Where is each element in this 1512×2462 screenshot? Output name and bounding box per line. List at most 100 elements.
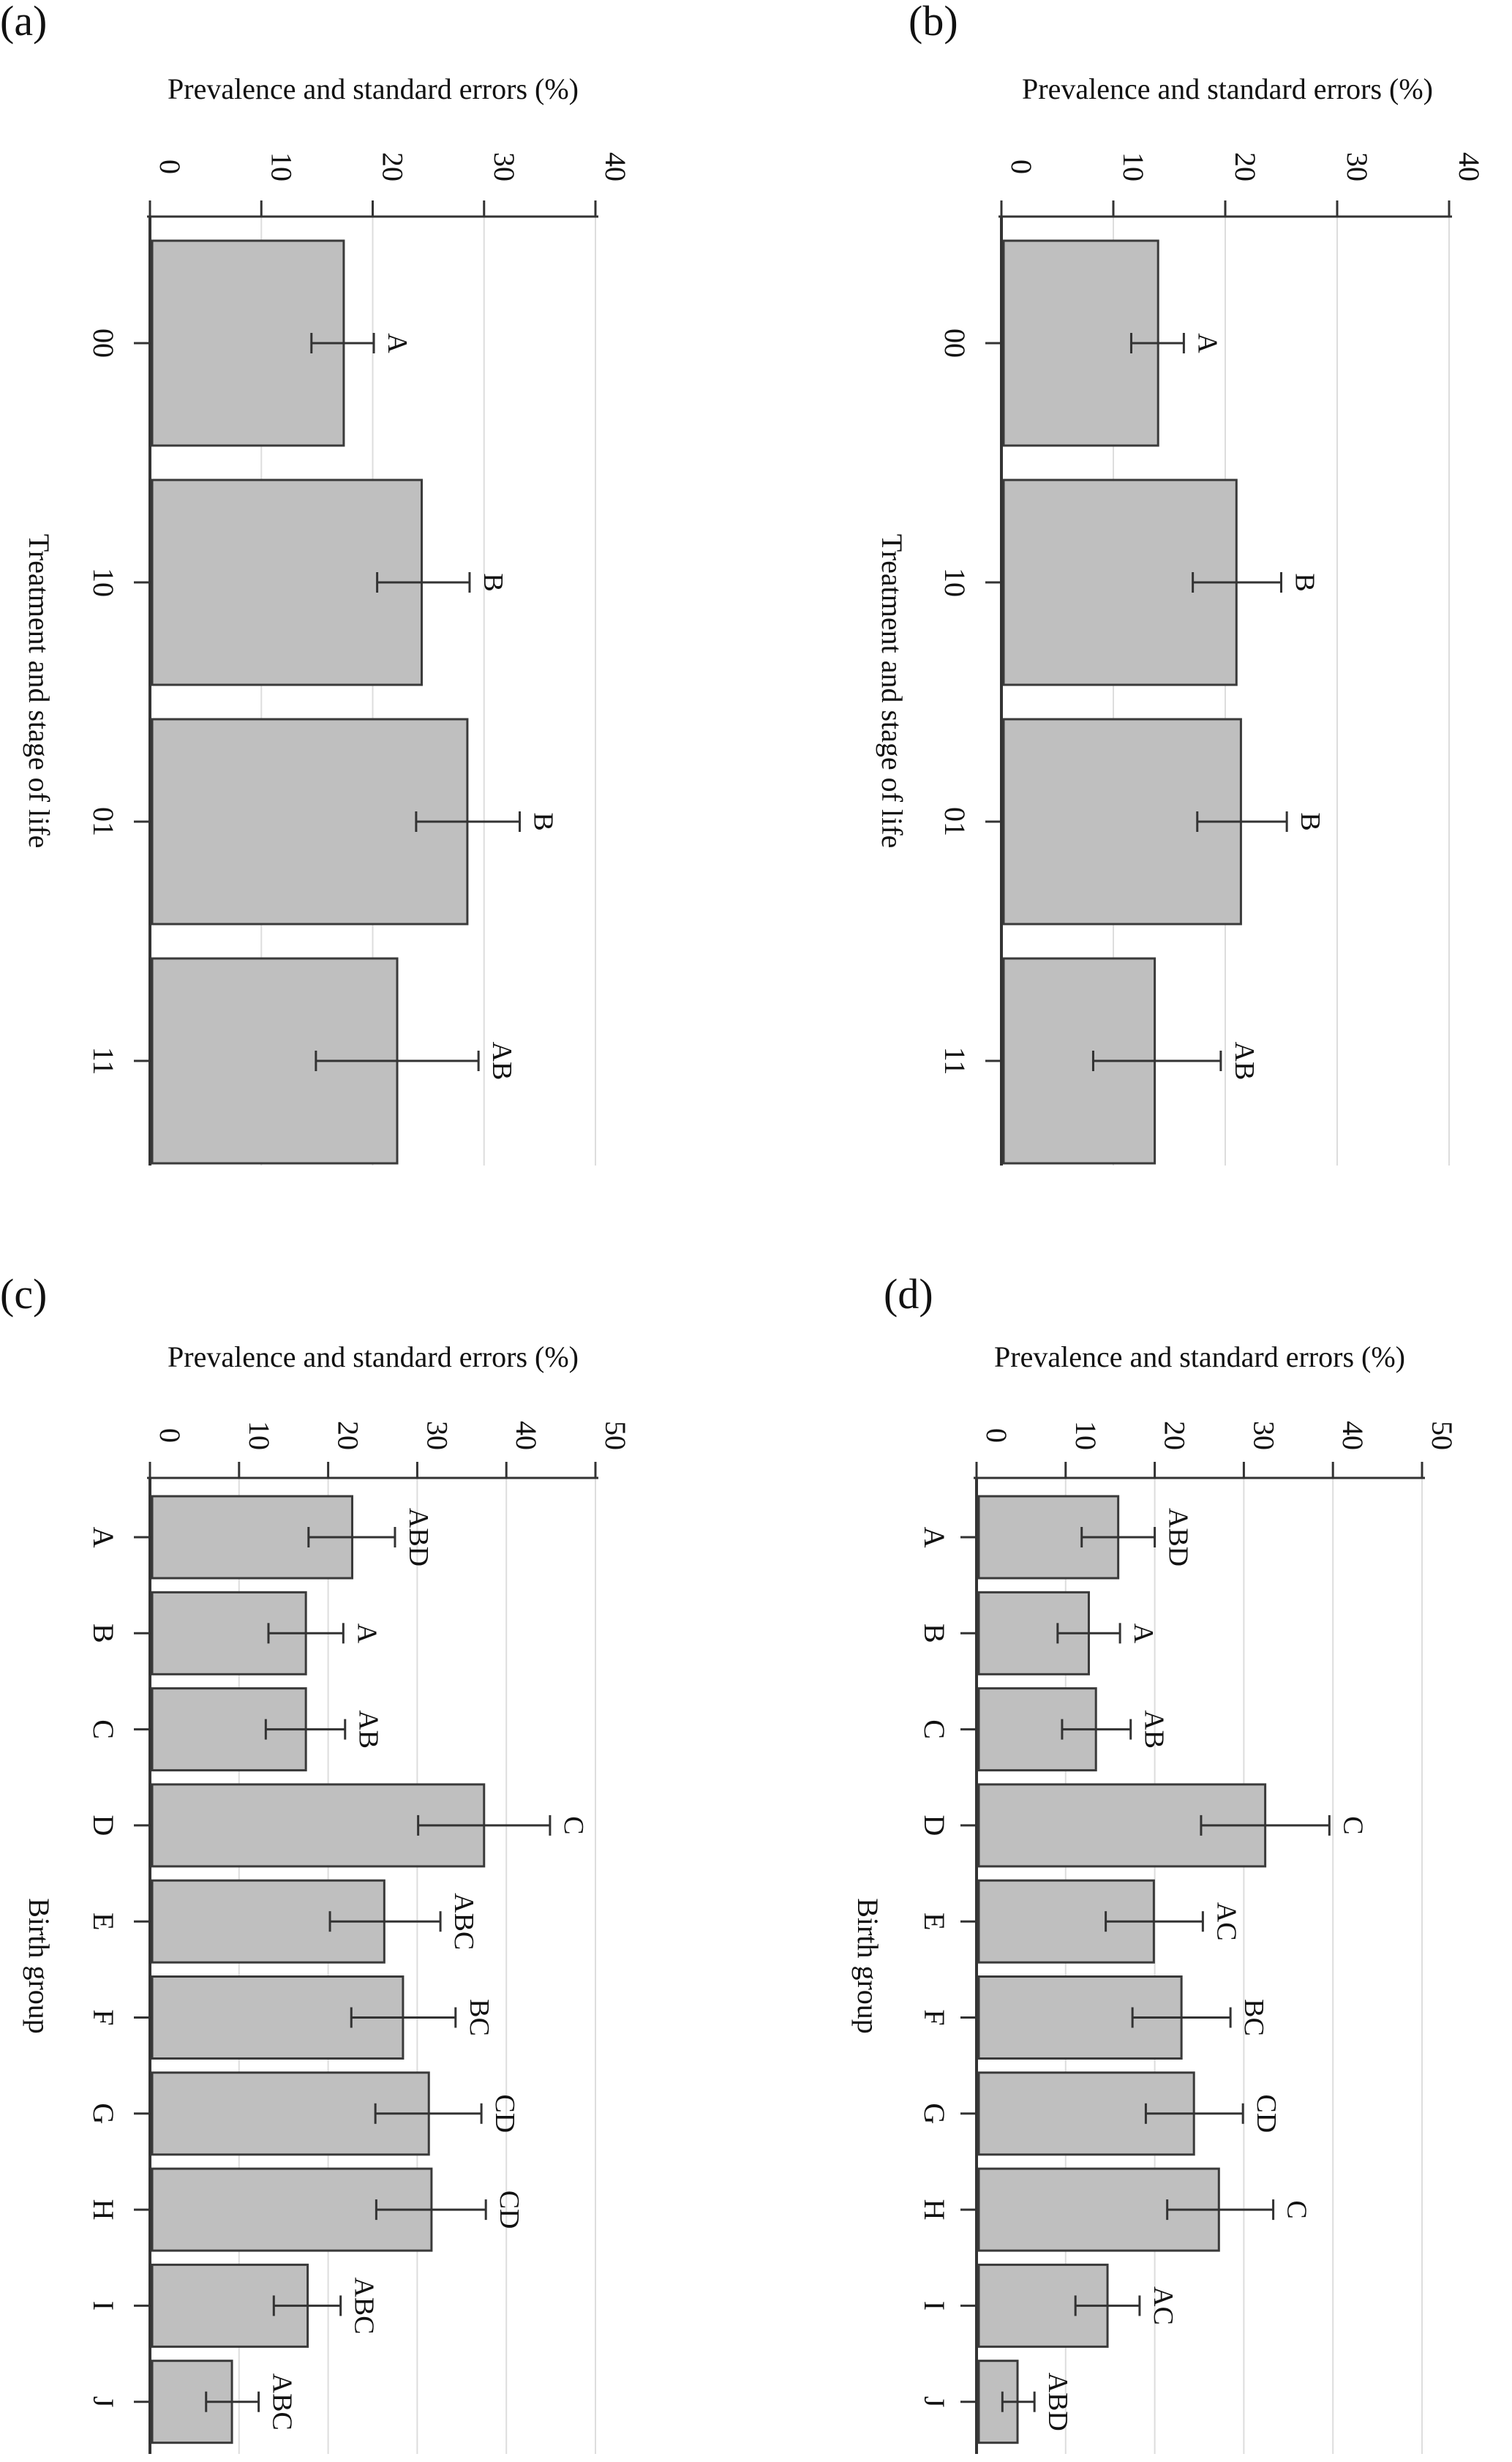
error-bar-10 <box>1192 572 1282 593</box>
significance-letter: A <box>1128 1624 1159 1644</box>
tick-label: 10 <box>265 152 298 181</box>
error-bar-11 <box>315 1051 480 1071</box>
bar-01 <box>151 718 469 926</box>
significance-letter: ABD <box>1163 1508 1194 1566</box>
significance-letter: A <box>351 1624 382 1644</box>
error-bar-B <box>267 1623 345 1644</box>
error-bar-D <box>1200 1814 1331 1836</box>
bar-C <box>151 1687 307 1772</box>
tick-label: 40 <box>1453 152 1486 181</box>
tick-label: 30 <box>488 152 521 181</box>
error-bar-C <box>264 1719 347 1740</box>
significance-letter: CD <box>494 2191 524 2229</box>
significance-letter: B <box>1290 573 1320 591</box>
category-label: D <box>918 1814 951 1836</box>
error-bar-A <box>1080 1527 1156 1547</box>
tick-label: 20 <box>332 1421 365 1450</box>
error-bar-J <box>1001 2391 1036 2412</box>
significance-letter: AB <box>1229 1042 1260 1081</box>
category-axis-label: Birth group <box>851 1898 884 2034</box>
error-bar-H <box>1166 2199 1275 2221</box>
error-bar-01 <box>1196 811 1288 832</box>
tick-label: 10 <box>1069 1421 1102 1450</box>
error-bar-I <box>1074 2295 1141 2316</box>
significance-letter: AC <box>1148 2286 1178 2325</box>
error-bar-H <box>375 2199 487 2221</box>
significance-letter: ABC <box>448 1893 479 1950</box>
category-label: F <box>918 2009 951 2025</box>
axis-title: Prevalence and standard errors (%) <box>1022 72 1433 105</box>
tick-label: 20 <box>1159 1421 1192 1450</box>
significance-letter: AC <box>1211 1902 1241 1941</box>
tick-label: 30 <box>421 1421 454 1450</box>
error-bar-01 <box>415 811 521 832</box>
significance-letter: ABC <box>267 2373 298 2431</box>
category-label: H <box>918 2199 951 2221</box>
error-bar-G <box>374 2103 483 2124</box>
category-label: 01 <box>939 807 971 836</box>
error-bar-F <box>350 2007 457 2028</box>
error-bar-00 <box>310 333 375 353</box>
tick-label: 40 <box>599 152 632 181</box>
category-label: 11 <box>87 1047 120 1076</box>
panel-label: (a) <box>0 0 47 45</box>
error-bar-B <box>1056 1623 1121 1644</box>
tick-label: 40 <box>1336 1421 1369 1450</box>
tick-label: 10 <box>1117 152 1150 181</box>
category-axis-label: Treatment and stage of life <box>876 534 909 849</box>
category-label: E <box>918 1913 951 1930</box>
significance-letter: ABC <box>349 2277 380 2334</box>
error-bar-E <box>328 1911 442 1932</box>
chart-panel-a: (a)Prevalence and standard errors (%)0 10… <box>0 0 632 1166</box>
significance-letter: BC <box>1238 1999 1269 2036</box>
category-label: A <box>87 1527 120 1548</box>
significance-letter: ABD <box>1042 2373 1073 2431</box>
category-label: C <box>918 1719 951 1739</box>
category-label: G <box>87 2103 120 2124</box>
tick-label: 50 <box>1426 1421 1459 1450</box>
significance-letter: AB <box>1139 1710 1170 1749</box>
significance-letter: AB <box>486 1042 517 1081</box>
category-label: I <box>918 2301 951 2311</box>
chart-panel-c: (c) Prevalence and standard errors (%) 0 10… <box>0 1270 632 2454</box>
tick-label: 0 <box>1005 159 1038 174</box>
tick-label: 10 <box>243 1421 276 1450</box>
category-label: G <box>918 2103 951 2124</box>
category-label: B <box>918 1624 951 1643</box>
category-label: 00 <box>87 329 120 358</box>
tick-label: 20 <box>1229 152 1262 181</box>
category-label: 10 <box>939 568 971 597</box>
error-bar-E <box>1105 1911 1204 1932</box>
category-label: F <box>87 2009 120 2025</box>
axis-title: Prevalence and standard errors (%) <box>994 1340 1405 1373</box>
bar-D <box>977 1783 1267 1868</box>
significance-letter: C <box>1282 2200 1312 2218</box>
panel-label: (c) <box>0 1270 47 1318</box>
tick-label: 0 <box>154 1428 187 1443</box>
category-label: A <box>918 1527 951 1548</box>
tick-label: 20 <box>377 152 410 181</box>
significance-letter: C <box>1337 1816 1368 1834</box>
tick-label: 40 <box>510 1421 543 1450</box>
category-label: C <box>87 1719 120 1739</box>
significance-letter: B <box>1295 812 1325 830</box>
tick-label: 0 <box>980 1428 1013 1443</box>
significance-letter: AB <box>353 1710 384 1749</box>
significance-letter: BC <box>464 1999 494 2036</box>
category-label: B <box>87 1624 120 1643</box>
significance-letter: A <box>382 333 413 353</box>
tick-label: 30 <box>1247 1421 1280 1450</box>
error-bar-C <box>1061 1719 1132 1740</box>
category-label: H <box>87 2199 120 2221</box>
category-label: J <box>918 2396 951 2408</box>
error-bar-00 <box>1129 333 1185 353</box>
axis-title: Prevalence and standard errors (%) <box>168 72 579 105</box>
category-label: 10 <box>87 568 120 597</box>
category-label: 00 <box>939 329 971 358</box>
category-label: I <box>87 2301 120 2311</box>
error-bar-10 <box>376 572 471 593</box>
category-label: E <box>87 1913 120 1930</box>
significance-letter: A <box>1192 333 1222 353</box>
axis-title: Prevalence and standard errors (%) <box>168 1340 579 1373</box>
